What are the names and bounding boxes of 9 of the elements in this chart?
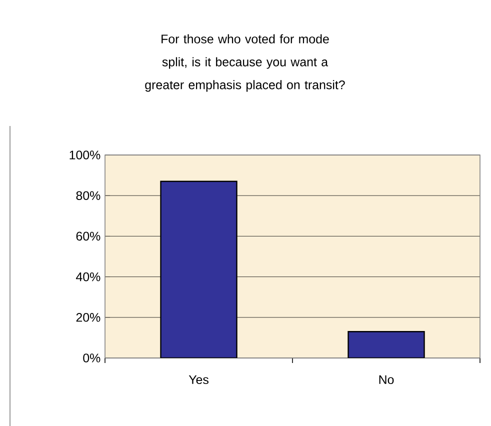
x-tick-label: No bbox=[379, 375, 394, 384]
y-tick-label: 100% bbox=[70, 150, 100, 160]
y-tick-label: 40% bbox=[76, 272, 100, 282]
chart-title: For those who voted for mode split, is it because you want a greater emphasis placed on transit? bbox=[145, 34, 345, 92]
x-tick-label: Yes bbox=[188, 375, 208, 384]
y-tick-label: 0% bbox=[83, 354, 100, 362]
y-tick-label: 20% bbox=[76, 313, 100, 322]
y-tick-label: 60% bbox=[76, 232, 100, 241]
y-tick-label: 80% bbox=[76, 191, 100, 200]
